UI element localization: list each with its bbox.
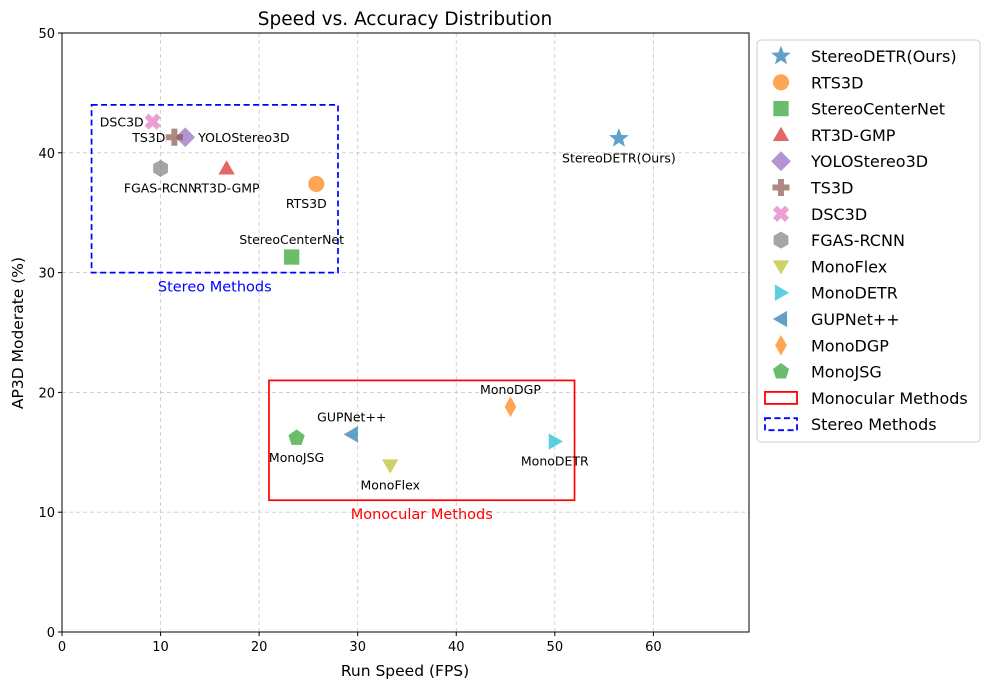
data-points: StereoDETR(Ours) RTS3D StereoCenterNet RT3D… <box>100 113 676 492</box>
monocular-methods-label: Monocular Methods <box>351 507 493 523</box>
ts3d-legend-label: TS3D <box>810 179 853 198</box>
rt3d-gmp-legend-marker <box>772 126 790 141</box>
fgas-rcnn-point-label: FGAS-RCNN <box>124 180 197 195</box>
ts3d-marker <box>165 128 183 146</box>
x-axis-label: Run Speed (FPS) <box>341 662 469 680</box>
dsc3d-legend-marker <box>772 205 790 222</box>
x-tick-label: 30 <box>349 640 366 655</box>
x-tick-label: 20 <box>251 640 268 655</box>
yolostereo3d-marker <box>175 127 196 148</box>
ts3d-legend-marker <box>772 178 790 197</box>
x-tick-label: 60 <box>645 640 662 655</box>
dsc3d-point-label: DSC3D <box>100 115 144 130</box>
plot-frame <box>61 32 750 633</box>
ts3d-point-label: TS3D <box>131 130 165 145</box>
stereodetr-ours-legend-label: StereoDETR(Ours) <box>811 47 957 66</box>
monojsg-marker <box>288 429 305 445</box>
monoflex-legend-label: MonoFlex <box>811 257 887 276</box>
stereo-methods-box <box>90 104 339 274</box>
stereocenternet-legend-label: StereoCenterNet <box>811 100 945 119</box>
fgas-rcnn-marker <box>153 159 168 177</box>
y-axis-label: AP3D Moderate (%) <box>9 257 27 409</box>
stereodetr-ours-marker <box>609 128 629 147</box>
stereocenternet-legend-marker <box>773 100 789 117</box>
dsc3d-marker <box>144 113 161 130</box>
monoflex-point-label: MonoFlex <box>360 477 420 492</box>
x-tick-label: 0 <box>58 640 66 655</box>
monodgp-point-label: MonoDGP <box>480 382 541 397</box>
yolostereo3d-legend-label: YOLOStereo3D <box>810 152 928 171</box>
x-tick-label: 50 <box>547 640 564 655</box>
monojsg-legend-marker <box>772 363 790 379</box>
monocular-methods-legend-label: Monocular Methods <box>811 389 968 408</box>
y-tick-label: 30 <box>38 267 55 282</box>
x-tick-label: 40 <box>448 640 465 655</box>
y-tick-label: 40 <box>38 147 55 162</box>
gupnet-marker <box>343 426 358 443</box>
x-tick-label: 10 <box>152 640 169 655</box>
monodetr-legend-marker <box>774 284 790 301</box>
monodetr-point-label: MonoDETR <box>521 454 589 469</box>
y-tick-label: 10 <box>38 506 55 521</box>
gupnet-legend-marker <box>772 310 788 328</box>
monojsg-point-label: MonoJSG <box>269 450 324 465</box>
monodetr-marker <box>548 433 563 450</box>
y-tick-label: 20 <box>38 386 55 401</box>
y-tick-label: 0 <box>47 626 55 641</box>
legend: StereoDETR(Ours) RTS3D StereoCenterNet RT3D… <box>756 39 981 443</box>
monodgp-marker <box>504 396 517 418</box>
y-tick-label: 50 <box>38 27 55 42</box>
monojsg-legend-label: MonoJSG <box>811 363 882 382</box>
legend-frame <box>756 39 981 443</box>
fgas-rcnn-legend-marker <box>773 231 789 249</box>
monocular-methods-box <box>268 379 576 502</box>
rt3d-gmp-marker <box>218 160 235 175</box>
yolostereo3d-legend-marker <box>771 151 791 172</box>
stereo-methods-legend-label: Stereo Methods <box>811 415 937 434</box>
rt3d-gmp-point-label: RT3D-GMP <box>194 180 260 195</box>
stereocenternet-point-label: StereoCenterNet <box>239 232 344 247</box>
stereocenternet-marker <box>284 249 300 265</box>
monocular-methods-legend-swatch <box>764 390 798 405</box>
rts3d-legend-marker <box>772 74 790 91</box>
chart-title: Speed vs. Accuracy Distribution <box>258 9 553 30</box>
rts3d-legend-label: RTS3D <box>811 73 863 92</box>
gupnet-legend-label: GUPNet++ <box>811 310 900 329</box>
gupnet-point-label: GUPNet++ <box>317 409 386 424</box>
monoflex-legend-marker <box>772 260 790 275</box>
monoflex-marker <box>382 459 399 474</box>
monodgp-legend-label: MonoDGP <box>811 336 889 355</box>
stereo-methods-label: Stereo Methods <box>158 280 272 296</box>
rts3d-point-label: RTS3D <box>286 196 327 211</box>
dsc3d-legend-label: DSC3D <box>811 205 867 224</box>
fgas-rcnn-legend-label: FGAS-RCNN <box>811 231 905 250</box>
stereodetr-ours-point-label: StereoDETR(Ours) <box>562 150 676 165</box>
monodetr-legend-label: MonoDETR <box>811 284 898 303</box>
stereodetr-ours-legend-marker <box>771 45 791 65</box>
yolostereo3d-point-label: YOLOStereo3D <box>197 130 289 145</box>
rts3d-marker <box>308 175 325 193</box>
stereo-methods-legend-swatch <box>764 417 798 432</box>
method-regions: Monocular Methods Stereo Methods <box>90 104 576 523</box>
monodgp-legend-marker <box>775 334 787 356</box>
rt3d-gmp-legend-label: RT3D-GMP <box>811 126 896 145</box>
axes: 0 10 20 30 40 50 60 0 10 20 30 40 50 <box>38 27 750 655</box>
